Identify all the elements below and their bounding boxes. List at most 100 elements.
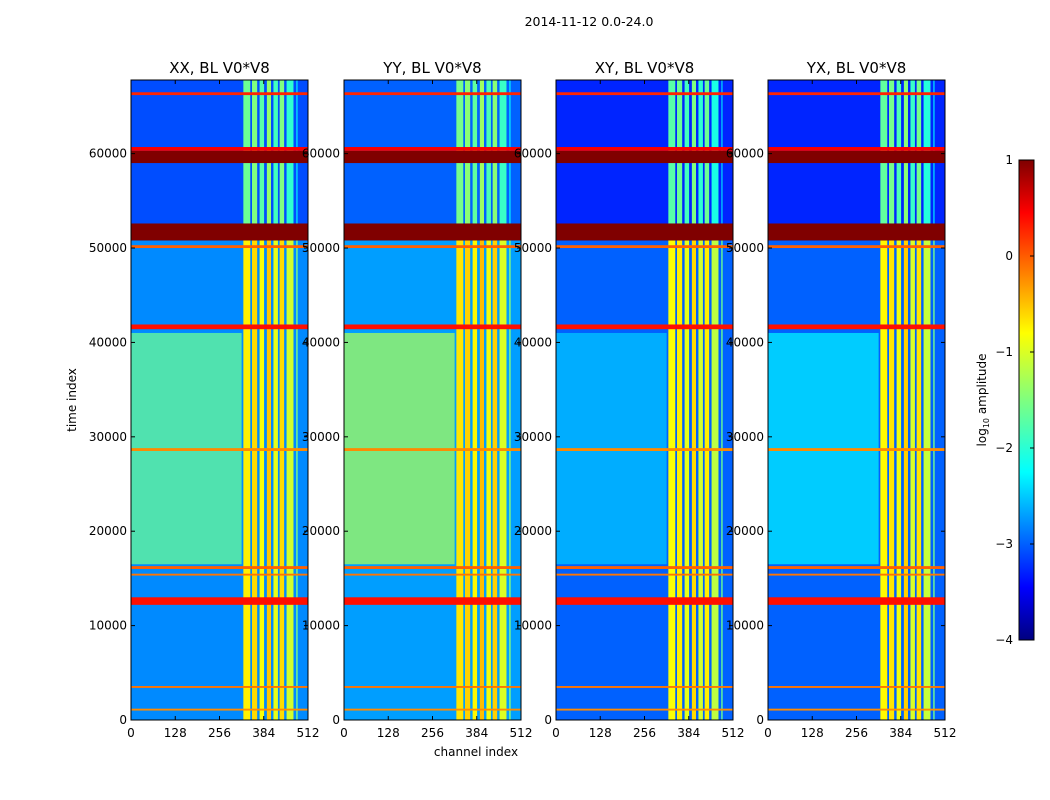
colorbar-tick-label: −3 xyxy=(995,537,1013,551)
colorbar-gradient xyxy=(1018,159,1035,641)
hband-11 xyxy=(556,245,733,249)
x-tick-label: 512 xyxy=(722,726,745,740)
hband-3 xyxy=(556,324,733,330)
y-tick-label: 20000 xyxy=(89,524,127,538)
hband-3 xyxy=(131,324,308,330)
vband-4 xyxy=(910,240,915,720)
y-tick-label: 30000 xyxy=(89,430,127,444)
vband-4 xyxy=(486,240,491,720)
vband-1 xyxy=(251,240,258,720)
vband-2 xyxy=(896,240,902,720)
hband-4 xyxy=(344,147,521,151)
colorbar-tick-label: 0 xyxy=(1005,249,1013,263)
y-tick-label: 60000 xyxy=(514,147,552,161)
y-tick-label: 20000 xyxy=(726,524,764,538)
x-axis-label: channel index xyxy=(434,745,518,759)
vband-1 xyxy=(888,240,895,720)
y-tick-label: 40000 xyxy=(726,335,764,349)
y-tick-label: 10000 xyxy=(302,619,340,633)
hband-8 xyxy=(344,448,521,451)
hband-7 xyxy=(131,573,308,576)
colorbar-tick-label: −4 xyxy=(995,633,1013,647)
panel-xy: XY, BL V0*V8 0 128 256 384 512 0 10000 20000 3000… xyxy=(514,59,745,740)
hband-10 xyxy=(556,708,733,711)
hband-7 xyxy=(344,573,521,576)
hband-8 xyxy=(131,448,308,451)
x-tick-label: 384 xyxy=(465,726,488,740)
hband-11 xyxy=(131,245,308,249)
hband-1 xyxy=(768,223,945,241)
x-tick-label: 256 xyxy=(845,726,868,740)
x-tick-label: 128 xyxy=(801,726,824,740)
hband-2 xyxy=(344,597,521,605)
vband-7 xyxy=(509,240,511,720)
hband-8 xyxy=(556,448,733,451)
panel-body-xy xyxy=(556,80,733,720)
colorbar-tick-label: −2 xyxy=(995,441,1013,455)
vband-7 xyxy=(721,240,723,720)
y-tick-label: 10000 xyxy=(89,619,127,633)
hband-7 xyxy=(556,573,733,576)
y-tick-label: 50000 xyxy=(514,241,552,255)
hband-4 xyxy=(556,147,733,151)
y-tick-label: 60000 xyxy=(302,147,340,161)
vband-7 xyxy=(296,240,298,720)
x-tick-label: 0 xyxy=(127,726,135,740)
y-tick-label: 30000 xyxy=(514,430,552,444)
vband-3 xyxy=(266,240,272,720)
vband-6 xyxy=(499,240,507,720)
panel-yx: YX, BL V0*V8 0 128 256 384 512 0 10000 20000 3000… xyxy=(726,59,957,740)
colorbar: 10−1−2−3−4 log10 amplitude xyxy=(975,153,1035,647)
y-tick-label: 50000 xyxy=(726,241,764,255)
panel-title-yy: YY, BL V0*V8 xyxy=(382,59,481,77)
vband-3 xyxy=(691,240,697,720)
hband-9 xyxy=(768,686,945,688)
y-tick-label: 60000 xyxy=(89,147,127,161)
y-tick-label: 40000 xyxy=(89,335,127,349)
x-tick-label: 0 xyxy=(340,726,348,740)
vband-6 xyxy=(286,240,294,720)
x-tick-label: 256 xyxy=(421,726,444,740)
panel-yy: YY, BL V0*V8 0 128 256 384 512 0 10000 20000 3000… xyxy=(302,59,533,740)
y-tick-label: 0 xyxy=(332,713,340,727)
y-tick-label: 50000 xyxy=(302,241,340,255)
vband-5 xyxy=(916,240,922,720)
hband-7 xyxy=(768,573,945,576)
panel-body-yy xyxy=(344,80,521,720)
hband-4 xyxy=(768,147,945,151)
vband-6 xyxy=(711,240,719,720)
vband-5 xyxy=(279,240,285,720)
colorbar-tick-label: −1 xyxy=(995,345,1013,359)
hband-2 xyxy=(131,597,308,605)
y-tick-label: 50000 xyxy=(89,241,127,255)
panel-body-yx xyxy=(768,80,945,720)
hband-3 xyxy=(768,324,945,330)
hband-1 xyxy=(344,223,521,241)
y-tick-label: 40000 xyxy=(302,335,340,349)
x-tick-label: 384 xyxy=(252,726,275,740)
y-tick-label: 30000 xyxy=(302,430,340,444)
y-axis-label: time index xyxy=(65,368,79,432)
colorbar-ticks: 1 0 −1 −2 −3 −4 xyxy=(995,153,1034,647)
hband-0 xyxy=(556,150,733,164)
vband-7 xyxy=(933,240,935,720)
hband-10 xyxy=(131,708,308,711)
y-tick-label: 10000 xyxy=(726,619,764,633)
x-tick-label: 0 xyxy=(764,726,772,740)
x-tick-label: 384 xyxy=(889,726,912,740)
hband-0 xyxy=(768,150,945,164)
hband-10 xyxy=(344,708,521,711)
y-tick-label: 0 xyxy=(544,713,552,727)
hband-2 xyxy=(768,597,945,605)
y-tick-label: 20000 xyxy=(514,524,552,538)
y-tick-label: 10000 xyxy=(514,619,552,633)
panel-xx: XX, BL V0*V8 0 128 256 384 512 0 10000 20000 3000… xyxy=(89,59,320,740)
colorbar-label-rest: amplitude xyxy=(975,354,989,418)
vband-0 xyxy=(668,240,676,720)
vband-3 xyxy=(903,240,909,720)
x-tick-label: 512 xyxy=(510,726,533,740)
hband-5 xyxy=(768,92,945,96)
y-tick-label: 60000 xyxy=(726,147,764,161)
